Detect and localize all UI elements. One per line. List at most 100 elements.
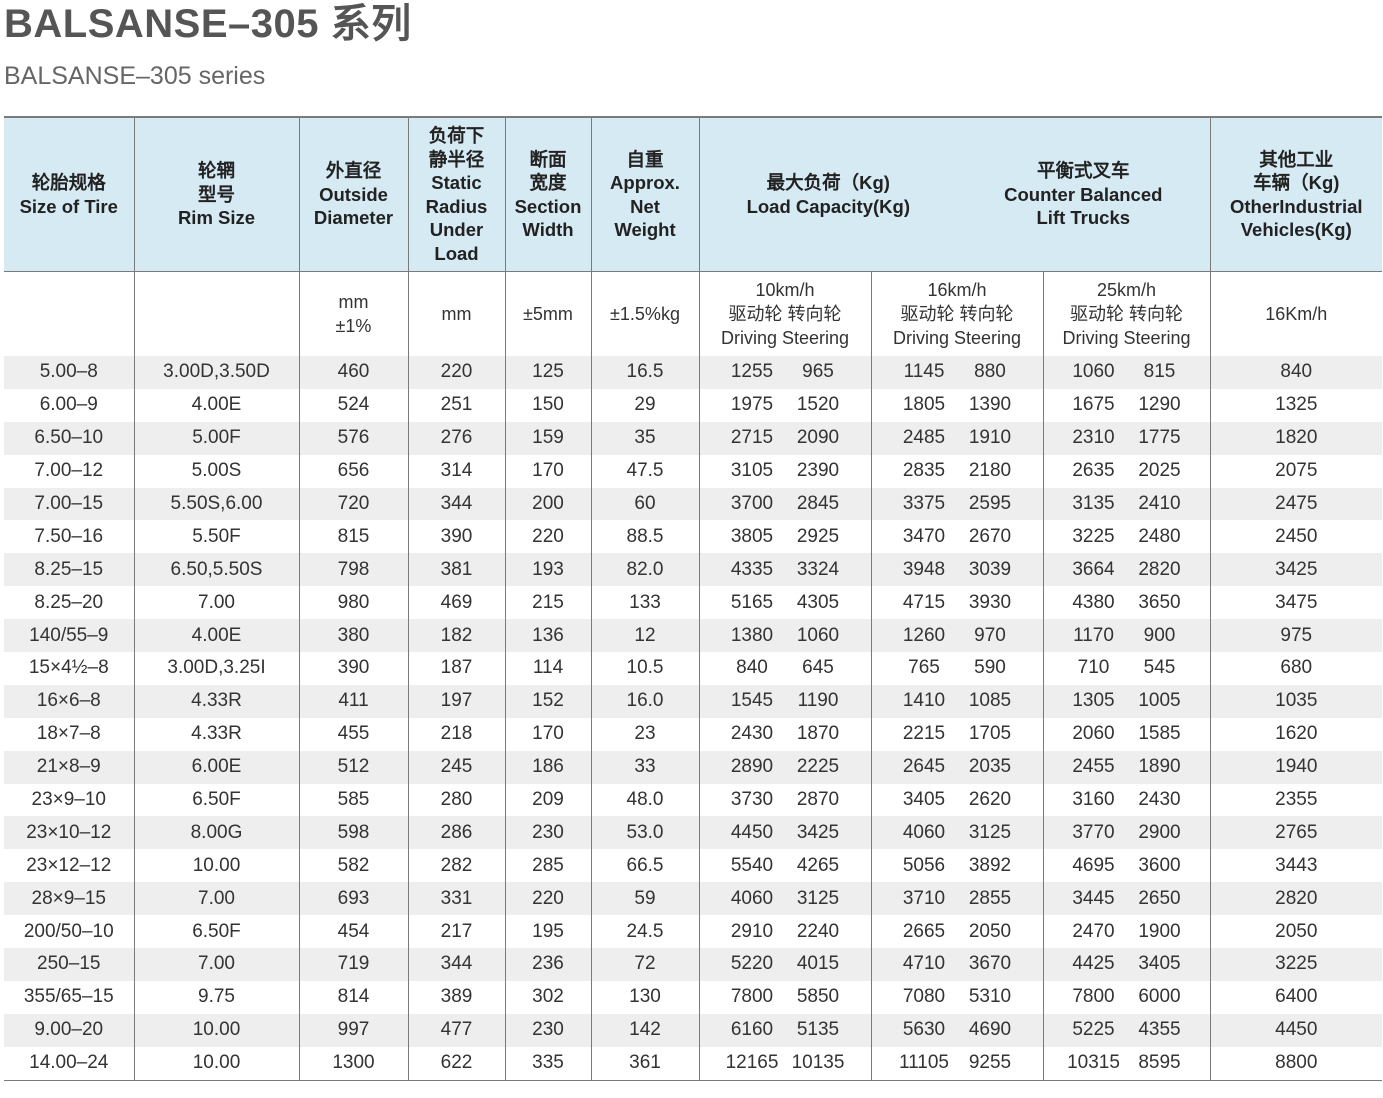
unit-other: 16Km/h xyxy=(1265,304,1328,324)
cell-load-16kmh-pair: 7080 5310 xyxy=(891,986,1023,1008)
driving-value: 2455 xyxy=(1072,756,1115,778)
cell-load-10kmh: 2715 2090 xyxy=(699,421,872,455)
unit-outside: mm ±1% xyxy=(299,271,409,356)
cell-load-25kmh: 7800 6000 xyxy=(1043,980,1211,1014)
cell-load-25kmh-pair: 2455 1890 xyxy=(1061,756,1193,778)
cell-load-10kmh-pair: 6160 5135 xyxy=(719,1019,851,1041)
cell-load-10kmh-pair: 3805 2925 xyxy=(719,526,851,548)
steering-value: 3600 xyxy=(1138,854,1181,876)
cell-load-25kmh: 2060 1585 xyxy=(1043,717,1211,751)
cell-section: 200 xyxy=(505,487,592,521)
cell-rim: 5.50S,6.00 xyxy=(134,487,300,521)
driving-value: 1805 xyxy=(902,394,946,416)
steering-value: 815 xyxy=(1143,361,1176,383)
cell-radius: 220 xyxy=(408,356,506,389)
cell-outside: 582 xyxy=(299,849,409,883)
unit-rim xyxy=(134,271,300,356)
cell-section: 195 xyxy=(505,915,592,949)
steering-value: 4015 xyxy=(796,953,840,975)
cell-load-10kmh: 1975 1520 xyxy=(699,388,872,422)
cell-radius: 245 xyxy=(408,750,506,784)
driving-value: 2715 xyxy=(730,427,774,449)
cell-load-16kmh: 3710 2855 xyxy=(871,882,1044,916)
cell-load-10kmh-pair: 2715 2090 xyxy=(719,427,851,449)
header-load-en: Load Capacity(Kg) xyxy=(746,195,910,217)
cell-section: 215 xyxy=(505,586,592,620)
cell-load-10kmh: 3805 2925 xyxy=(699,520,872,554)
cell-load-16kmh-pair: 2835 2180 xyxy=(891,460,1023,482)
header-other-cn1: 其他工业 xyxy=(1259,148,1334,170)
unit-speed-25-en: Driving Steering xyxy=(1062,328,1191,348)
cell-load-25kmh: 2455 1890 xyxy=(1043,750,1211,784)
driving-value: 1260 xyxy=(902,624,946,646)
cell-load-25kmh-pair: 2060 1585 xyxy=(1061,723,1193,745)
header-other-cn2: 车辆（Kg) xyxy=(1253,172,1340,193)
cell-section: 125 xyxy=(505,356,592,389)
cell-load-25kmh: 3135 2410 xyxy=(1043,487,1211,521)
cell-radius: 389 xyxy=(408,980,506,1014)
steering-value: 2180 xyxy=(968,460,1012,482)
cell-size: 200/50–10 xyxy=(4,915,135,949)
header-rim-en: Rim Size xyxy=(177,207,256,229)
driving-value: 12165 xyxy=(725,1052,779,1074)
cell-weight: 47.5 xyxy=(591,454,700,488)
cell-load-10kmh: 4060 3125 xyxy=(699,882,872,916)
cell-load-10kmh: 840 645 xyxy=(699,652,872,685)
table-body: 5.00–8 3.00D,3.50D 460 220 125 16.5 1255 965 114… xyxy=(4,356,1383,1081)
cell-load-16kmh: 1260 970 xyxy=(871,619,1044,653)
page-subtitle: BALSANSE–305 series xyxy=(4,62,266,90)
driving-value: 3375 xyxy=(902,493,946,514)
cell-outside: 693 xyxy=(299,882,409,916)
cell-rim: 3.00D,3.25I xyxy=(134,652,300,685)
table-row: 7.50–16 5.50F 815 390 220 88.5 3805 2925 3470 267… xyxy=(4,520,1382,554)
header-weight-en3: Weight xyxy=(614,219,676,240)
cell-size: 8.25–20 xyxy=(4,586,135,620)
table-row: 23×12–12 10.00 582 282 285 66.5 5540 4265 5056 38… xyxy=(4,849,1382,883)
cell-outside: 598 xyxy=(299,816,409,850)
cell-load-25kmh: 4695 3600 xyxy=(1043,849,1211,883)
steering-value: 10135 xyxy=(791,1052,845,1074)
cell-section: 114 xyxy=(505,652,592,685)
cell-rim: 10.00 xyxy=(134,1046,300,1081)
header-rim-cn2: 型号 xyxy=(197,183,235,205)
cell-load-10kmh: 3105 2390 xyxy=(699,454,872,488)
cell-size: 23×10–12 xyxy=(4,816,135,850)
steering-value: 1005 xyxy=(1138,690,1181,712)
cell-outside: 524 xyxy=(299,388,409,422)
cell-outside: 455 xyxy=(299,717,409,751)
unit-section: ±5mm xyxy=(505,271,592,356)
steering-value: 1890 xyxy=(1138,756,1181,778)
unit-speed-10-value: 10km/h xyxy=(755,280,815,300)
driving-value: 3730 xyxy=(730,789,774,811)
steering-value: 8595 xyxy=(1138,1052,1181,1074)
cell-load-16kmh-pair: 1145 880 xyxy=(891,361,1023,383)
header-radius-en1: Static xyxy=(431,172,482,193)
cell-size: 23×9–10 xyxy=(4,783,135,817)
table-header-row: 轮胎规格 Size of Tire 轮辋 型号 Rim Size 外直径 Out… xyxy=(4,116,1383,272)
cell-weight: 66.5 xyxy=(591,849,700,883)
cell-weight: 12 xyxy=(591,619,700,653)
cell-radius: 381 xyxy=(408,553,506,587)
cell-load-16kmh: 2665 2050 xyxy=(871,915,1044,949)
driving-value: 1675 xyxy=(1072,394,1115,416)
driving-value: 2890 xyxy=(730,756,774,778)
cell-section: 170 xyxy=(505,717,592,751)
steering-value: 1900 xyxy=(1138,920,1181,942)
cell-load-25kmh: 10315 8595 xyxy=(1043,1046,1211,1081)
cell-load-25kmh: 1170 900 xyxy=(1043,619,1211,653)
cell-rim: 4.00E xyxy=(134,388,300,422)
header-other-en2: Vehicles(Kg) xyxy=(1240,219,1352,240)
driving-value: 2215 xyxy=(902,723,946,745)
cell-load-16kmh-pair: 2645 2035 xyxy=(891,756,1023,778)
cell-load-25kmh-pair: 2635 2025 xyxy=(1061,460,1193,482)
header-weight-cn: 自重 xyxy=(626,148,664,170)
load-capacity-group: 最大负荷（Kg) Load Capacity(Kg) 平衡式叉车 Counter… xyxy=(700,159,1210,230)
header-counter-en2: Lift Trucks xyxy=(1036,207,1131,229)
driving-value: 5540 xyxy=(730,854,774,876)
header-section: 断面 宽度 Section Width xyxy=(505,116,592,272)
driving-value: 5165 xyxy=(730,591,774,613)
cell-section: 170 xyxy=(505,454,592,488)
cell-load-16kmh-pair: 11105 9255 xyxy=(891,1052,1023,1074)
cell-outside: 460 xyxy=(299,356,409,389)
cell-weight: 142 xyxy=(591,1013,700,1047)
